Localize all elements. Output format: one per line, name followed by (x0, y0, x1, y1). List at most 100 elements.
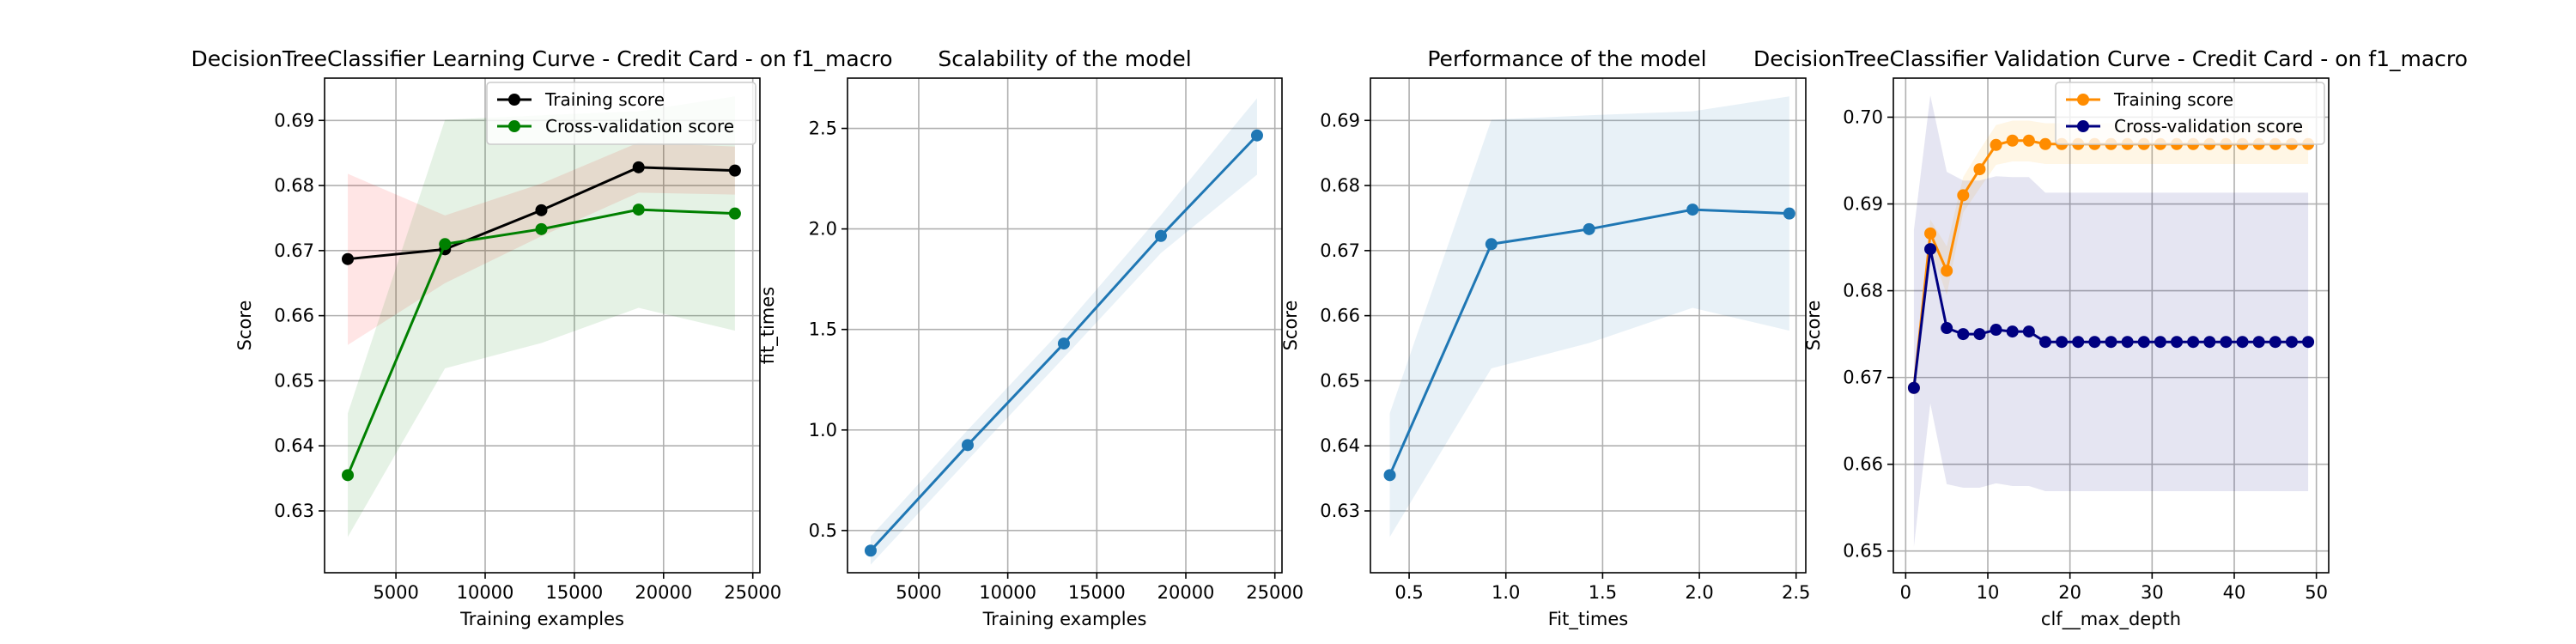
chart-title: DecisionTreeClassifier Validation Curve … (1753, 46, 2468, 71)
y-tick-label: 0.67 (1843, 368, 1883, 388)
data-point (2302, 336, 2315, 349)
data-point (2038, 336, 2051, 349)
y-tick-label: 0.65 (1843, 541, 1883, 562)
x-tick-label: 1.0 (1492, 582, 1520, 603)
y-axis-label: fit_times (757, 287, 779, 364)
data-point (2220, 336, 2233, 349)
x-tick-label: 1.5 (1589, 582, 1617, 603)
x-tick-label: 15000 (1068, 582, 1126, 603)
y-tick-label: 0.69 (274, 110, 314, 131)
data-point (1057, 337, 1070, 350)
y-tick-label: 0.67 (274, 240, 314, 261)
data-point (1485, 238, 1498, 251)
data-point (1250, 129, 1263, 142)
legend-marker (2077, 120, 2089, 132)
y-axis-label: Score (234, 301, 255, 351)
data-point (1154, 229, 1167, 242)
x-tick-label: 20 (2058, 582, 2081, 603)
chart-2: 5000 10000 15000 20000 25000 0.5 1.0 1.5 2.0 2.5 S… (757, 46, 1303, 629)
legend-label: Training score (544, 89, 665, 110)
data-point (2203, 336, 2216, 349)
data-point (1383, 469, 1396, 482)
y-tick-label: 0.63 (1320, 501, 1360, 521)
y-tick-label: 0.68 (1843, 281, 1883, 301)
x-tick-label: 10 (1977, 582, 2000, 603)
y-tick-label: 0.64 (274, 435, 314, 456)
y-tick-label: 0.63 (274, 501, 314, 521)
axes-frame (1370, 77, 1807, 574)
data-point (2137, 336, 2150, 349)
x-tick-label: 30 (2141, 582, 2164, 603)
data-point (864, 544, 877, 557)
data-point (2072, 336, 2085, 349)
axes-frame (1893, 77, 2330, 574)
y-tick-label: 1.0 (809, 420, 837, 440)
x-tick-label: 0.5 (1394, 582, 1423, 603)
data-point (2236, 336, 2249, 349)
data-point (535, 222, 548, 235)
data-point (2006, 134, 2019, 147)
data-point (1957, 328, 1970, 341)
data-point (2105, 336, 2117, 349)
data-point (535, 204, 548, 216)
data-point (2154, 336, 2166, 349)
legend-marker (2077, 94, 2089, 106)
data-point (1957, 189, 1970, 202)
x-tick-label: 2.5 (1782, 582, 1810, 603)
data-point (2088, 336, 2101, 349)
chart-4: 0 10 20 30 40 50 0.65 0.66 0.67 0.68 0.69 0.70 Decis… (1753, 46, 2468, 630)
x-tick-label: 25000 (1246, 582, 1303, 603)
data-point (1686, 204, 1699, 216)
data-point (632, 204, 645, 216)
data-point (1783, 207, 1795, 220)
y-tick-label: 0.69 (1320, 110, 1360, 131)
data-point (2187, 336, 2200, 349)
data-point (2056, 336, 2069, 349)
legend-label: Cross-validation score (545, 116, 734, 137)
y-tick-label: 1.5 (809, 319, 837, 340)
y-axis-label: Score (1803, 301, 1824, 351)
y-tick-label: 0.67 (1320, 240, 1360, 261)
data-point (728, 207, 741, 220)
chart-3: 0.5 1.0 1.5 2.0 2.5 0.63 0.64 0.65 0.66 0.67 0.68 0… (1280, 46, 1810, 630)
chart-title: Scalability of the model (938, 46, 1191, 71)
y-tick-label: 2.0 (809, 219, 837, 240)
data-point (2252, 336, 2265, 349)
data-point (2121, 336, 2134, 349)
data-point (1941, 322, 1953, 335)
axes-frame (847, 77, 1283, 574)
data-point (2022, 134, 2035, 147)
x-tick-label: 0 (1900, 582, 1911, 603)
x-tick-label: 25000 (724, 582, 781, 603)
data-point (1924, 243, 1937, 256)
y-tick-label: 0.65 (1320, 370, 1360, 391)
x-tick-label: 20000 (635, 582, 692, 603)
data-point (961, 439, 974, 452)
data-point (2006, 325, 2019, 338)
y-tick-label: 2.5 (809, 118, 837, 139)
x-tick-label: 40 (2223, 582, 2246, 603)
legend-box (2055, 82, 2325, 145)
x-tick-label: 2.0 (1685, 582, 1713, 603)
y-tick-label: 0.64 (1320, 435, 1360, 456)
y-axis-label: Score (1280, 301, 1301, 351)
data-point (1907, 381, 1920, 394)
x-tick-label: 10000 (979, 582, 1036, 603)
x-axis-label: Fit_times (1548, 609, 1629, 630)
y-tick-label: 0.68 (1320, 175, 1360, 196)
legend: Training score Cross-validation score (2055, 82, 2325, 145)
y-tick-label: 0.66 (1843, 454, 1883, 475)
chart-1: 5000 10000 15000 20000 25000 0.63 0.64 0.65 0.66… (191, 46, 892, 629)
y-tick-label: 0.70 (1843, 106, 1883, 127)
confidence-band-1 (1913, 120, 2309, 392)
x-tick-label: 5000 (373, 582, 418, 603)
chart-title: DecisionTreeClassifier Learning Curve - … (191, 46, 892, 71)
data-point (2022, 325, 2035, 338)
y-tick-label: 0.69 (1843, 194, 1883, 215)
axes-frame (324, 77, 761, 574)
y-tick-label: 0.68 (274, 175, 314, 196)
x-tick-label: 15000 (545, 582, 603, 603)
y-tick-label: 0.5 (809, 520, 837, 541)
legend-marker (508, 94, 520, 106)
